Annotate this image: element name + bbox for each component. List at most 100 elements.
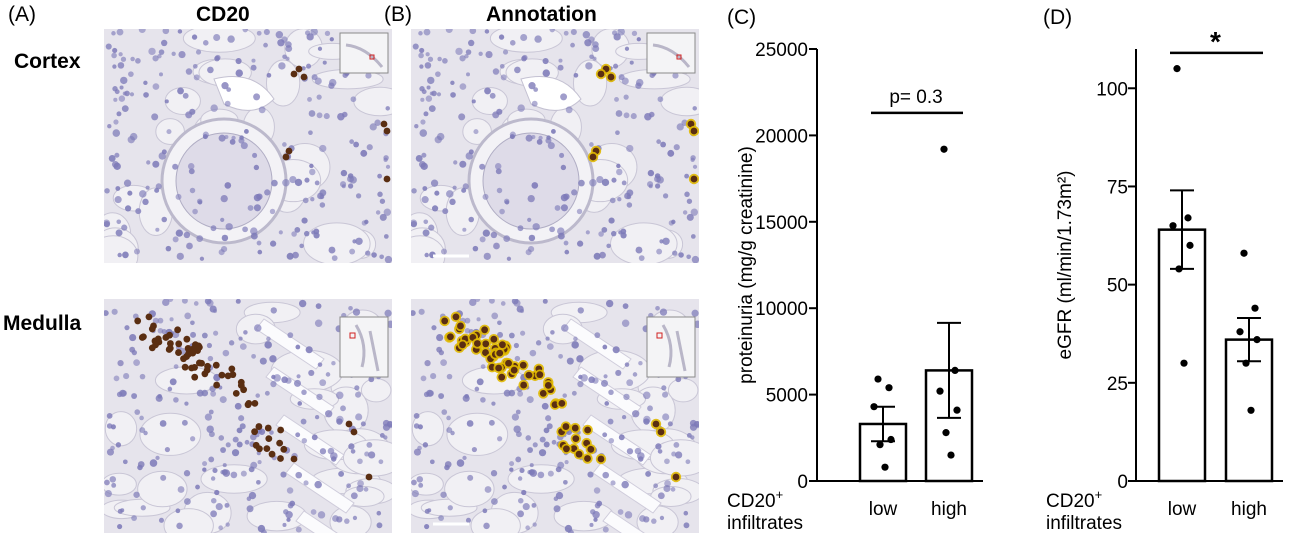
nucleus [639,515,646,522]
nucleus [350,96,357,103]
nucleus [378,459,384,465]
nucleus [465,517,471,523]
nucleus [271,374,276,380]
cd20-positive-cell [505,359,512,367]
nucleus [204,413,212,421]
nucleus [202,467,207,472]
y-tick-label: 50 [1107,276,1128,297]
y-axis-label: eGFR (ml/min/1.73m²) [1055,171,1076,360]
cd20-positive-cell [607,73,615,81]
nucleus [643,418,650,425]
nucleus [570,29,577,36]
nucleus [175,193,182,200]
nucleus [519,467,525,474]
cd20-positive-cell [300,73,308,81]
nucleus [151,113,159,121]
nucleus [423,29,431,36]
nucleus [269,430,274,435]
cd20-positive-cell [383,175,391,183]
cd20-positive-cell [192,341,199,349]
nucleus [332,515,339,522]
nucleus [656,176,664,184]
nucleus [111,31,116,36]
cd20-positive-cell [452,313,460,321]
nucleus [363,487,369,492]
nucleus [314,180,320,186]
nucleus [484,87,491,95]
nucleus [429,459,435,465]
nucleus [602,471,610,479]
nucleus [226,87,232,92]
significance-label: p= 0.3 [889,87,942,108]
nucleus [375,210,381,215]
cd20-positive-cell [495,364,503,372]
nucleus [143,430,148,436]
cd20-positive-cell [166,340,174,347]
nucleus [165,245,172,252]
nucleus [662,413,670,421]
nucleus [303,230,310,237]
nucleus [275,30,284,39]
nucleus [256,30,262,36]
nucleus [468,39,475,47]
nucleus [231,135,236,141]
nucleus [383,435,388,440]
nucleus [527,217,532,222]
nucleus [112,129,121,137]
cd20-positive-cell [457,322,464,330]
nucleus [490,470,498,477]
nucleus [413,423,420,429]
nucleus [385,164,391,169]
nucleus [301,437,308,444]
nucleus [564,249,570,255]
nucleus [112,64,117,69]
nucleus [214,489,220,496]
nucleus [314,414,320,420]
cd20-positive-cell [256,445,263,453]
nucleus [531,182,539,189]
nucleus [426,85,431,90]
nucleus [325,372,331,377]
nucleus [287,332,294,339]
cd20-positive-cell [441,317,449,325]
nucleus [621,480,629,489]
nucleus [250,232,258,240]
nucleus [316,393,323,401]
nucleus [513,342,519,349]
x-tick-label-low: low [869,499,898,520]
nucleus [158,49,165,55]
nucleus [660,141,667,148]
nucleus [690,208,698,216]
nucleus [282,522,287,527]
nucleus [250,64,257,71]
cd20-positive-cell [189,349,197,357]
nucleus [161,39,168,47]
nucleus [577,380,584,388]
nucleus [182,92,189,99]
nucleus [301,66,306,71]
nucleus [301,217,308,224]
nucleus [662,391,669,398]
y-tick-label: 10000 [755,299,808,320]
cd20-positive-cell [539,390,547,397]
nucleus [348,305,353,311]
nucleus [551,439,557,445]
nucleus [243,129,249,134]
nucleus [309,168,316,176]
nucleus [420,375,427,382]
nucleus [364,451,370,457]
nucleus [617,29,625,36]
nucleus [497,320,502,326]
data-point-low [1180,359,1188,367]
nucleus [418,52,424,59]
tubule [342,439,392,477]
x-tick-label-high: high [1231,499,1267,520]
nucleus [464,327,471,334]
nucleus [236,427,243,434]
nucleus [250,461,258,469]
nucleus [324,30,331,37]
nucleus [117,360,124,367]
nucleus [411,310,416,317]
nucleus [109,476,117,483]
nucleus [645,471,652,477]
